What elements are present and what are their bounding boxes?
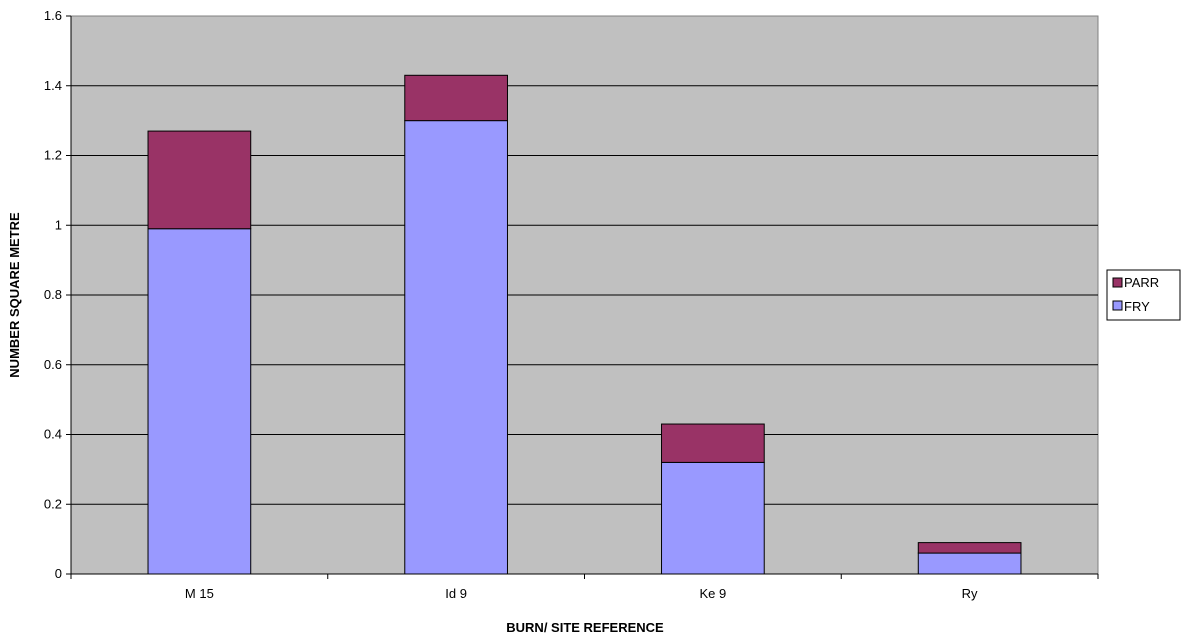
bar-parr-1 [404,74,508,122]
y-tick-label: 0.8 [44,287,62,302]
bar-fry-3 [917,552,1022,575]
bar-fry-0 [147,228,252,575]
bar-fry-2 [661,461,765,575]
y-tick-label: 1.4 [44,78,62,93]
y-tick-label: 1.2 [44,148,62,163]
x-axis-title: BURN/ SITE REFERENCE [506,620,664,635]
y-tick-label: 0.4 [44,427,62,442]
y-axis-title: NUMBER SQUARE METRE [7,212,22,378]
y-tick-label: 1.6 [44,8,62,23]
y-tick-label: 0.2 [44,496,62,511]
legend: PARR FRY [1106,269,1181,321]
legend-label-parr: PARR [1124,275,1159,290]
bars [147,74,1022,575]
y-tick-label: 1 [55,217,62,232]
bar-parr-2 [661,423,765,463]
bar-fry-1 [404,120,508,575]
legend-label-fry: FRY [1124,299,1150,314]
axes: 0 0.2 0.4 0.6 0.8 1 1.2 1.4 1.6 M 15 Id 9 Ke 9 Ry [44,8,1099,601]
y-tick-label: 0 [55,566,62,581]
y-tick-label: 0.6 [44,357,62,372]
legend-swatch-fry [1112,300,1123,311]
bar-parr-0 [147,130,252,230]
legend-swatch-parr [1112,277,1123,288]
bar-parr-3 [917,542,1022,554]
x-tick-label: Ry [962,586,978,601]
x-tick-label: M 15 [185,586,214,601]
x-tick-label: Ke 9 [700,586,727,601]
x-tick-label: Id 9 [445,586,467,601]
